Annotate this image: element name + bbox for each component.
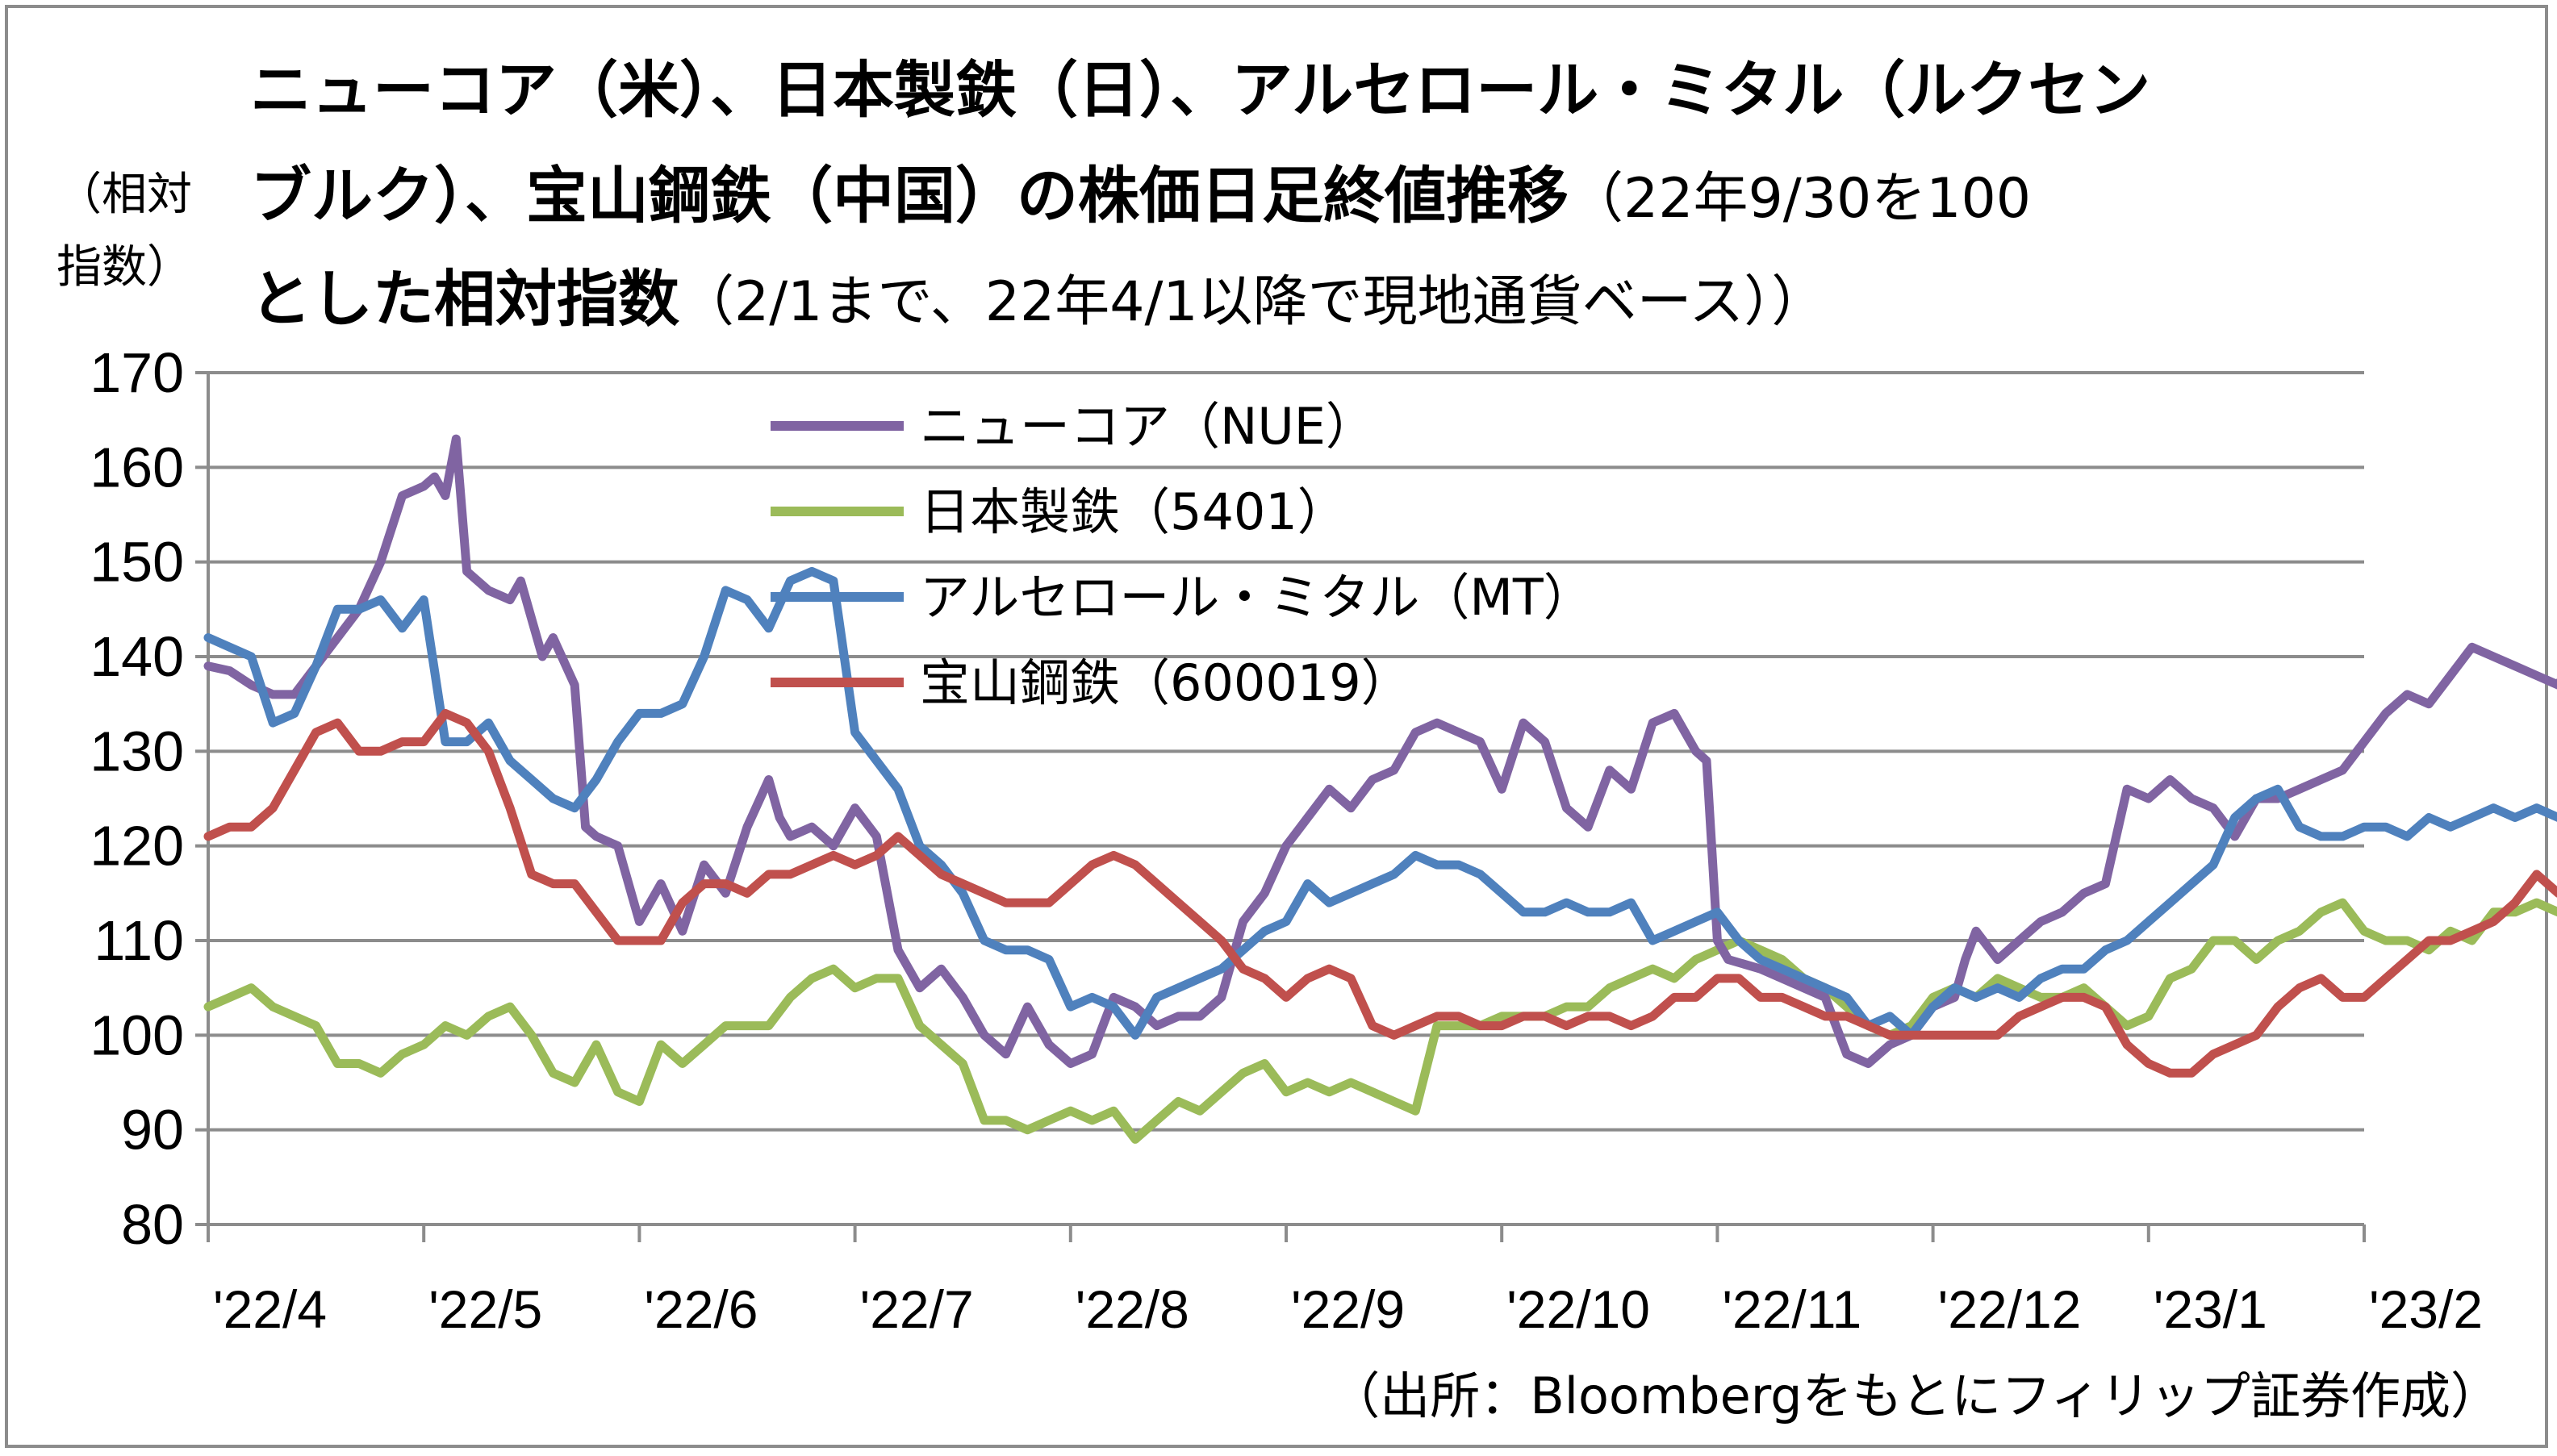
- y-unit-label-line-2: 指数）: [56, 241, 192, 294]
- series-line-1: [203, 898, 2557, 1144]
- y-axis-ticks: 80 90 100 110 120 130 140 150 160 170: [90, 341, 184, 1256]
- x-tick-label-0: '22/4: [213, 1279, 327, 1339]
- x-tick-label-7: '22/11: [1722, 1279, 1861, 1339]
- y-tick-label-90: 90: [121, 1099, 184, 1162]
- y-tick-label-150: 150: [90, 531, 184, 594]
- chart-title-line-2-main: ブルク）、宝山鋼鉄（中国）の株価日足終値推移: [250, 160, 1569, 232]
- axes: [195, 371, 2366, 1242]
- y-tick-label-170: 170: [90, 341, 184, 404]
- series-line-3: [203, 708, 2557, 1078]
- x-tick-label-3: '22/7: [860, 1279, 974, 1339]
- legend-label-1: 日本製鉄（5401）: [920, 482, 1347, 541]
- chart-title-line-3: とした相対指数（2/1まで、22年4/1以降で現地通貨ベース））: [250, 269, 1826, 330]
- series-line-0: [203, 434, 2557, 1068]
- y-tick-label-100: 100: [90, 1003, 184, 1066]
- chart-title-line-3-main: とした相対指数: [250, 263, 679, 335]
- x-tick-label-1: '22/5: [428, 1279, 542, 1339]
- x-tick-label-10: '23/2: [2369, 1279, 2483, 1339]
- x-axis-ticks: '22/4 '22/5 '22/6 '22/7 '22/8 '22/9 '22/10 '22/…: [213, 1279, 2483, 1339]
- y-tick-label-80: 80: [121, 1193, 184, 1256]
- y-tick-label-110: 110: [94, 909, 184, 972]
- y-tick-label-130: 130: [90, 720, 184, 782]
- chart-title-line-2-sub: （22年9/30を100: [1569, 167, 2032, 231]
- chart-frame: [5, 5, 2548, 1448]
- legend: ニューコア（NUE） 日本製鉄（5401） アルセロール・ミタル（MT） 宝山鋼鉄（6…: [771, 397, 1594, 712]
- x-tick-label-5: '22/9: [1291, 1279, 1405, 1339]
- legend-label-2: アルセロール・ミタル（MT）: [920, 568, 1594, 627]
- chart-title-line-2: ブルク）、宝山鋼鉄（中国）の株価日足終値推移（22年9/30を100: [250, 165, 2031, 227]
- gridlines: [208, 371, 2364, 1132]
- x-tick-label-4: '22/8: [1076, 1279, 1189, 1339]
- x-tick-label-6: '22/10: [1506, 1279, 1650, 1339]
- x-tick-label-2: '22/6: [644, 1279, 758, 1339]
- series-line-2: [203, 566, 2557, 1040]
- y-tick-label-160: 160: [90, 436, 184, 499]
- legend-label-0: ニューコア（NUE）: [920, 397, 1376, 456]
- chart-title-line-1: ニューコア（米）、日本製鉄（日）、アルセロール・ミタル（ルクセン: [250, 60, 2150, 121]
- x-tick-label-9: '23/1: [2154, 1279, 2267, 1339]
- y-tick-label-140: 140: [90, 625, 184, 688]
- x-tick-label-8: '22/12: [1938, 1279, 2082, 1339]
- source-note: （出所：Bloombergをもとにフィリップ証券作成）: [1330, 1366, 2501, 1425]
- chart-title-line-3-sub: （2/1まで、22年4/1以降で現地通貨ベース））: [679, 270, 1827, 334]
- y-tick-label-120: 120: [90, 815, 184, 878]
- y-unit-label-line-1: （相対: [56, 169, 192, 221]
- legend-label-3: 宝山鋼鉄（600019）: [920, 653, 1411, 712]
- series-lines: [203, 434, 2557, 1144]
- chart-title-line-1-main: ニューコア（米）、日本製鉄（日）、アルセロール・ミタル（ルクセン: [250, 54, 2151, 126]
